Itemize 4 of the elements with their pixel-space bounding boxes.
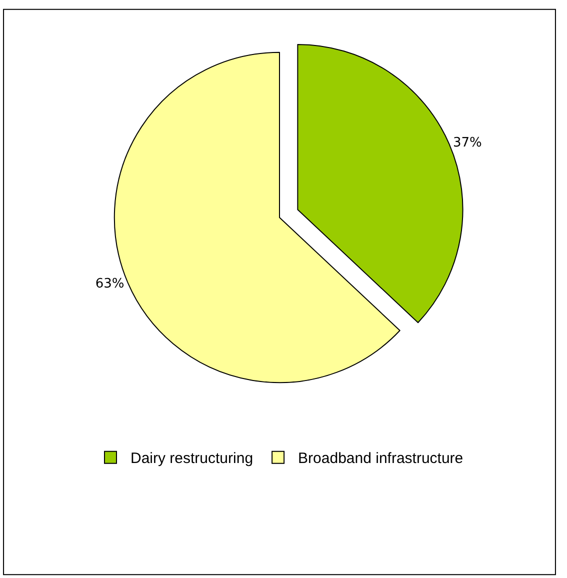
data-label: 63% xyxy=(95,276,124,292)
data-label: 37% xyxy=(452,135,482,150)
legend-label: Broadband infrastructure xyxy=(298,450,464,468)
legend-label: Dairy restructuring xyxy=(130,450,254,468)
